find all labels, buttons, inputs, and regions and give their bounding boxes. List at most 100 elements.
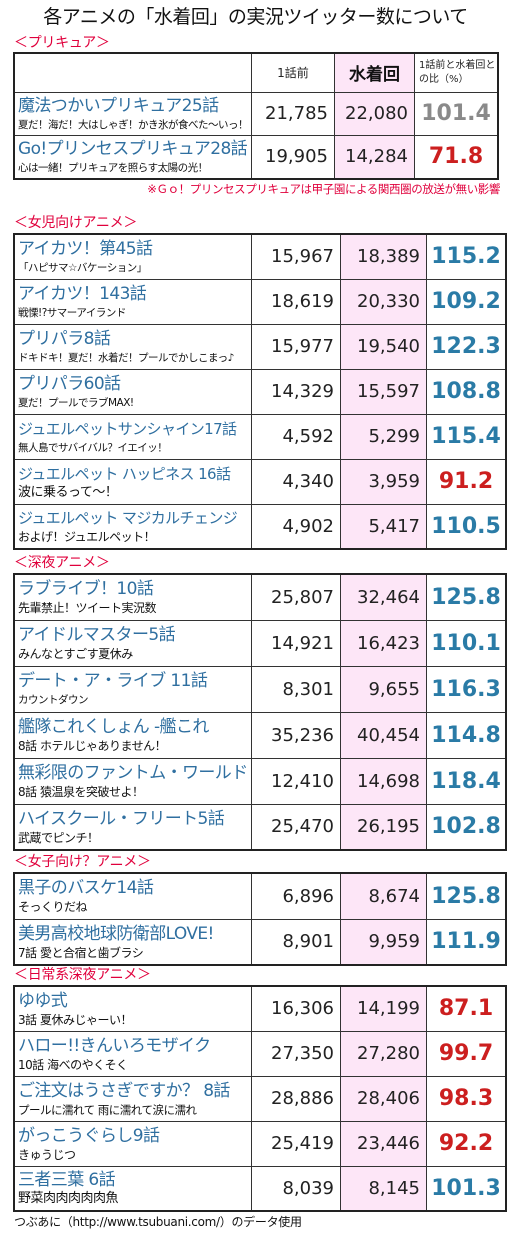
before-count: 8,301 — [251, 665, 341, 713]
anime-title: 艦隊これくしょん -艦これ — [18, 717, 209, 737]
header-swim: 水着回 — [334, 52, 415, 93]
anime-name-cell: ハイスクール・フリート5話 武蔵でピンチ！ — [13, 803, 252, 851]
anime-name-cell: プリパラ8話 ドキドキ！夏だ！水着だ！プールでかしこまっ♪ — [13, 323, 252, 370]
ratio-value: 125.8 — [426, 573, 507, 621]
table-row: ラブライブ！10話 先輩禁止！ツイート実況数 25,807 32,464 125.… — [13, 573, 507, 621]
anime-title: 魔法つかいプリキュア25話 — [18, 95, 219, 116]
swim-count: 14,199 — [340, 985, 427, 1032]
anime-title: 美男高校地球防衛部LOVE! — [18, 923, 214, 944]
anime-title: デート・ア・ライブ 11話 — [18, 671, 208, 691]
ratio-value: 110.5 — [426, 503, 507, 550]
swim-count: 22,080 — [334, 91, 415, 136]
swim-count: 5,417 — [340, 503, 427, 550]
swim-count: 27,280 — [340, 1030, 427, 1077]
anime-name-cell: アイドルマスター5話みんなとすごす夏休み — [13, 619, 252, 667]
swim-count: 14,284 — [334, 134, 415, 180]
before-count: 16,306 — [251, 985, 341, 1032]
episode-subtitle: 無人島でサバイバル？イエイッ！ — [18, 441, 168, 454]
episode-subtitle: きゅうじつ — [18, 1147, 76, 1162]
episode-subtitle: 心は一緒！プリキュアを照らす太陽の光！ — [18, 161, 208, 174]
before-count: 4,592 — [251, 413, 341, 460]
episode-subtitle: みんなとすごす夏休み — [18, 647, 133, 661]
before-count: 25,470 — [251, 803, 341, 851]
ratio-value: 111.9 — [426, 918, 507, 966]
before-count: 25,419 — [251, 1120, 341, 1167]
anime-name-cell: アイカツ！第45話 「ハピサマ☆バケーション」 — [13, 233, 252, 280]
header-before: 1話前 — [251, 52, 335, 93]
ratio-value: 115.2 — [426, 233, 507, 280]
table-row: アイドルマスター5話 みんなとすごす夏休み 14,921 16,423 110.1 — [13, 619, 507, 667]
anime-name-cell: 艦隊これくしょん -艦これ 8話 ホテルじゃありません！ — [13, 711, 252, 759]
section-label-female: ＜女子向け？アニメ＞ — [14, 854, 151, 870]
episode-subtitle: 10話 海べのやくそく — [18, 1057, 128, 1072]
ratio-value: 102.8 — [426, 803, 507, 851]
ratio-value: 115.4 — [426, 413, 507, 460]
swim-count: 3,959 — [340, 458, 427, 505]
episode-subtitle: 夏だ！海だ！大はしゃぎ！かき氷が食べた～いっ！ — [18, 118, 249, 131]
anime-title: アイカツ！143話 — [18, 283, 147, 304]
before-count: 14,329 — [251, 368, 341, 415]
anime-title: 無彩限のファントム・ワールド — [18, 763, 248, 783]
swim-count: 8,674 — [340, 872, 427, 920]
before-count: 15,977 — [251, 323, 341, 370]
anime-name-cell: アイカツ！143話戦慄!?サマーアイランド — [13, 278, 252, 325]
anime-title: ハイスクール・フリート5話 — [18, 808, 225, 829]
episode-subtitle: 波に乗るって～！ — [18, 484, 118, 500]
swim-count: 5,299 — [340, 413, 427, 460]
table-precure: 1話前 水着回 1話前と水着回との比（%） 魔法つかいプリキュア25話 夏だ！海だ… — [13, 52, 499, 180]
ratio-value: 110.1 — [426, 619, 507, 667]
section-label-late-night: ＜深夜アニメ＞ — [14, 555, 110, 571]
table-row: Go!プリンセスプリキュア28話 心は一緒！プリキュアを照らす太陽の光！ 19,9… — [13, 134, 499, 180]
anime-title: 三者三葉 6話 — [18, 1170, 116, 1191]
episode-subtitle: 戦慄!?サマーアイランド — [18, 306, 126, 319]
before-count: 28,886 — [251, 1075, 341, 1122]
table-row: プリパラ60話 夏だ！プールでラブMAX! 14,329 15,597 108.8 — [13, 368, 507, 415]
episode-subtitle: およげ！ジュエルペット！ — [18, 530, 156, 545]
swim-count: 32,464 — [340, 573, 427, 621]
table-row: ハイスクール・フリート5話 武蔵でピンチ！ 25,470 26,195 102.8 — [13, 803, 507, 851]
anime-name-cell: 三者三葉 6話 野菜肉肉肉肉肉魚 — [13, 1165, 252, 1212]
precure-note: ※Ｇｏ！プリンセスプリキュアは甲子園による関西圏の放送が無い影響 — [147, 182, 500, 196]
swim-count: 40,454 — [340, 711, 427, 759]
ratio-value: 125.8 — [426, 872, 507, 920]
ratio-value: 118.4 — [426, 757, 507, 805]
before-count: 8,039 — [251, 1165, 341, 1212]
table-girls: アイカツ！第45話 「ハピサマ☆バケーション」 15,967 18,389 115… — [13, 233, 507, 550]
ratio-value: 116.3 — [426, 665, 507, 713]
anime-title: 黒子のバスケ14話 — [18, 878, 154, 899]
anime-name-cell: ハロー!!きんいろモザイク 10話 海べのやくそく — [13, 1030, 252, 1077]
ratio-value: 101.4 — [414, 91, 499, 136]
anime-name-cell: 黒子のバスケ14話 そっくりだね — [13, 872, 252, 920]
swim-count: 9,959 — [340, 918, 427, 966]
table-row: デート・ア・ライブ 11話 カウントダウン 8,301 9,655 116.3 — [13, 665, 507, 713]
anime-title: プリパラ60話 — [18, 373, 121, 394]
ratio-value: 71.8 — [414, 134, 499, 180]
ratio-value: 99.7 — [426, 1030, 507, 1077]
anime-title: アイドルマスター5話 — [18, 625, 176, 645]
swim-count: 20,330 — [340, 278, 427, 325]
table-row: プリパラ8話 ドキドキ！夏だ！水着だ！プールでかしこまっ♪ 15,977 19,5… — [13, 323, 507, 370]
anime-name-cell: 無彩限のファントム・ワールド 8話 猿温泉を突破せよ！ — [13, 757, 252, 805]
before-count: 18,619 — [251, 278, 341, 325]
table-row: ジュエルペットサンシャイン17話 無人島でサバイバル？イエイッ！ 4,592 5,… — [13, 413, 507, 460]
swim-count: 19,540 — [340, 323, 427, 370]
header-name-cell — [13, 52, 252, 93]
ratio-value: 87.1 — [426, 985, 507, 1032]
before-count: 21,785 — [251, 91, 335, 136]
episode-subtitle: 野菜肉肉肉肉肉魚 — [18, 1191, 119, 1207]
ratio-value: 101.3 — [426, 1165, 507, 1212]
swim-count: 23,446 — [340, 1120, 427, 1167]
table-row: 無彩限のファントム・ワールド 8話 猿温泉を突破せよ！ 12,410 14,698… — [13, 757, 507, 805]
anime-name-cell: ジュエルペット マジカルチェンジ およげ！ジュエルペット！ — [13, 503, 252, 550]
table-row: ゆゆ式 3話 夏休みじゃーい！ 16,306 14,199 87.1 — [13, 985, 507, 1032]
table-late-night: ラブライブ！10話 先輩禁止！ツイート実況数 25,807 32,464 125.… — [13, 573, 507, 851]
anime-title: がっこうぐらし9話 — [18, 1125, 160, 1146]
anime-title: プリパラ8話 — [18, 328, 111, 349]
table-female: 黒子のバスケ14話 そっくりだね 6,896 8,674 125.8 美男高校地球… — [13, 872, 507, 966]
table-row: ジュエルペット マジカルチェンジ およげ！ジュエルペット！ 4,902 5,417… — [13, 503, 507, 550]
table-row: 黒子のバスケ14話 そっくりだね 6,896 8,674 125.8 — [13, 872, 507, 920]
anime-name-cell: 美男高校地球防衛部LOVE! 7話 愛と合宿と歯ブラシ — [13, 918, 252, 966]
swim-count: 15,597 — [340, 368, 427, 415]
before-count: 27,350 — [251, 1030, 341, 1077]
section-label-girls: ＜女児向けアニメ＞ — [14, 215, 138, 231]
